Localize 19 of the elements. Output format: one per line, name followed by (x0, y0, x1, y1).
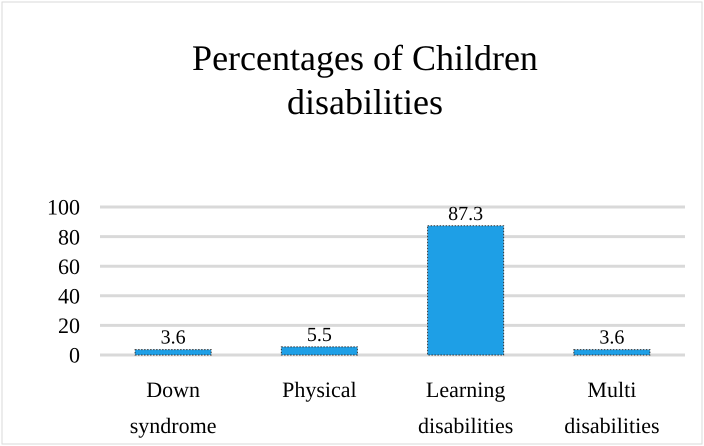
data-label: 5.5 (306, 324, 332, 346)
bar (573, 349, 650, 356)
y-tick-label: 100 (47, 194, 80, 220)
y-tick-label: 80 (58, 224, 80, 250)
data-label: 3.6 (160, 326, 186, 349)
y-tick-label: 0 (69, 342, 80, 368)
x-tick-label: Down syndrome (130, 377, 217, 438)
bar (134, 349, 212, 356)
y-tick-label: 40 (58, 284, 80, 308)
chart-title: Percentages of Children disabilities (192, 38, 538, 122)
x-tick-label: Multi disabilities (564, 377, 660, 438)
y-tick-label: 20 (58, 313, 80, 338)
data-label: 87.3 (448, 202, 484, 225)
bar (280, 346, 358, 356)
x-tick-label: Learning disabilities (418, 377, 514, 438)
bar (427, 225, 504, 356)
data-label: 3.6 (599, 326, 624, 349)
y-tick-label: 60 (58, 254, 80, 279)
x-tick-label: Physical (282, 377, 357, 402)
